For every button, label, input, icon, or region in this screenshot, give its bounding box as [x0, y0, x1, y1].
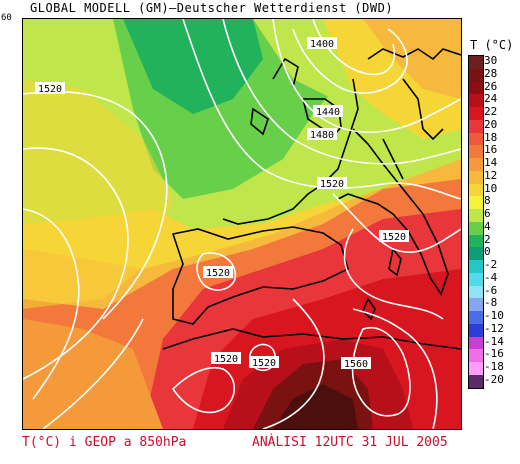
legend-label: 30: [484, 54, 498, 67]
legend-label: 14: [484, 156, 498, 169]
contour-label: 1440: [316, 107, 340, 118]
legend-swatch: [469, 183, 483, 197]
legend-swatch: [469, 272, 483, 286]
legend-swatch: [469, 196, 483, 209]
legend-swatch: [469, 119, 483, 133]
legend-swatch: [469, 94, 483, 107]
legend-label: 22: [484, 105, 498, 118]
legend-swatch: [469, 260, 483, 273]
legend-label: 4: [484, 219, 491, 233]
contour-label: 1480: [310, 130, 334, 141]
legend-swatch: [469, 221, 483, 235]
legend-swatch: [469, 234, 483, 248]
legend-swatch: [469, 311, 483, 324]
legend-swatch: [469, 158, 483, 171]
legend-swatch: [469, 209, 483, 222]
legend-label: 28: [484, 66, 498, 80]
legend-swatch: [469, 362, 483, 375]
legend-swatch: [469, 81, 483, 95]
legend-label: -2: [484, 258, 498, 271]
legend-label: 12: [484, 168, 498, 182]
legend-label: -6: [484, 283, 498, 297]
legend-swatch: [469, 68, 483, 82]
legend-swatch: [469, 247, 483, 260]
contour-label: 1400: [310, 39, 334, 50]
legend-swatch: [469, 336, 483, 350]
legend-label: 24: [484, 92, 498, 106]
contour-label: 1520: [206, 268, 230, 279]
legend-label: 26: [484, 79, 498, 93]
legend-swatch: [469, 132, 483, 146]
legend-swatch: [469, 107, 483, 120]
legend-label: -18: [484, 360, 504, 373]
legend-label: -8: [484, 296, 498, 310]
legend-title: T (°C): [470, 38, 514, 52]
map-title: GLOBAL MODELL (GM)—Deutscher Wetterdiens…: [30, 1, 394, 15]
legend-label: 6: [484, 207, 491, 220]
legend-swatch: [469, 374, 483, 388]
legend-swatch: [469, 170, 483, 184]
legend-label: 8: [484, 194, 491, 208]
legend-label: 2: [484, 232, 491, 246]
contour-label: 1520: [320, 179, 344, 190]
field-description: T(°C) i GEOP a 850hPa: [22, 435, 187, 450]
legend-swatch: [469, 298, 483, 311]
legend-swatch: [469, 285, 483, 299]
legend-label: -4: [484, 270, 498, 284]
legend-label: -20: [484, 372, 504, 386]
legend-label: 18: [484, 130, 498, 144]
legend-label: 10: [484, 181, 498, 195]
legend-swatch: [469, 323, 483, 337]
contour-label: 1520: [252, 358, 276, 369]
legend-swatch: [469, 145, 483, 158]
map-svg: 1400 1440 1480 1520 1520 1520 1520 1520 …: [23, 19, 461, 429]
legend-label: -14: [484, 334, 504, 348]
corner-value: 60: [1, 13, 12, 23]
legend-label: -16: [484, 347, 504, 361]
legend-swatch: [469, 349, 483, 362]
legend-label: 16: [484, 143, 498, 157]
legend-label: -12: [484, 321, 504, 335]
legend-swatch: [469, 56, 483, 69]
contour-label: 1520: [382, 232, 406, 243]
contour-label: 1520: [38, 84, 62, 95]
analysis-time: ANÀLISI 12UTC 31 JUL 2005: [252, 435, 448, 450]
contour-label: 1560: [344, 359, 368, 370]
legend-label: -10: [484, 309, 504, 322]
temperature-map: 1400 1440 1480 1520 1520 1520 1520 1520 …: [22, 18, 462, 430]
legend-label: 0: [484, 245, 491, 259]
legend-label: 20: [484, 117, 498, 131]
color-legend: [468, 55, 484, 389]
contour-label: 1520: [214, 354, 238, 365]
